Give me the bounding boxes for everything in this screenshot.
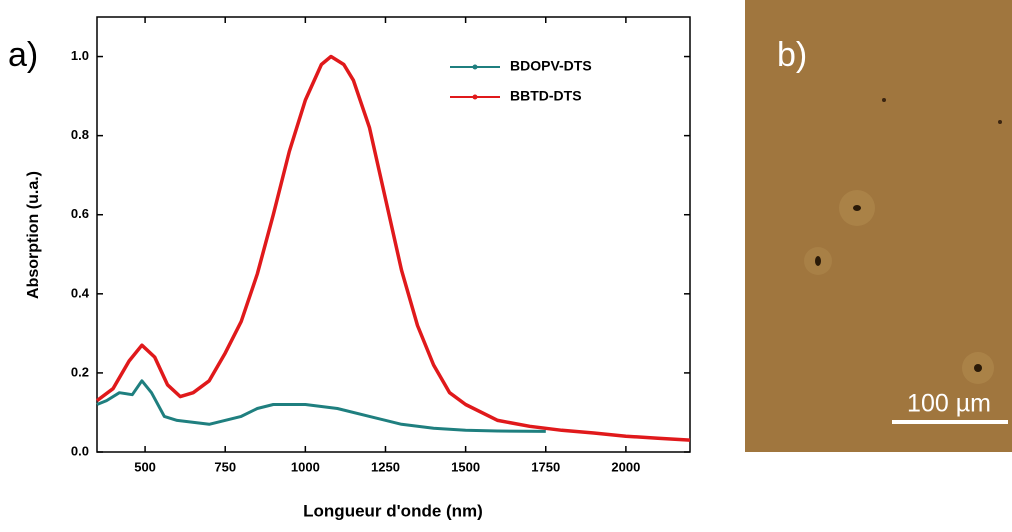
plot-frame	[96, 16, 691, 453]
x-tick-label: 500	[134, 459, 156, 474]
legend-label: BDOPV-DTS	[510, 58, 592, 74]
x-tick-label: 1250	[371, 459, 400, 474]
legend-label: BBTD-DTS	[510, 88, 582, 104]
y-tick-label: 0.0	[71, 443, 89, 458]
y-tick-label: 1.0	[71, 48, 89, 63]
x-tick-label: 1750	[531, 459, 560, 474]
legend-marker	[472, 94, 478, 100]
y-tick-label: 0.8	[71, 127, 89, 142]
panel-label: a)	[8, 36, 38, 74]
defect	[998, 120, 1002, 124]
defect	[974, 364, 982, 372]
x-tick-label: 2000	[611, 459, 640, 474]
scale-bar	[892, 420, 1008, 424]
x-tick-label: 1000	[291, 459, 320, 474]
y-tick-label: 0.2	[71, 364, 89, 379]
series-line	[95, 54, 691, 442]
y-tick-label: 0.4	[71, 285, 90, 300]
series-line	[96, 379, 546, 433]
panel-label: b)	[777, 36, 807, 74]
y-axis-title: Absorption (u.a.)	[25, 171, 42, 299]
x-tick-label: 1500	[451, 459, 480, 474]
defect	[882, 98, 886, 102]
x-axis-title: Longueur d'onde (nm)	[303, 501, 483, 520]
scale-bar-label: 100 µm	[907, 390, 991, 418]
legend-marker	[472, 64, 478, 70]
defect	[815, 256, 821, 266]
y-tick-label: 0.6	[71, 206, 89, 221]
x-tick-label: 750	[214, 459, 236, 474]
defect	[853, 205, 861, 211]
